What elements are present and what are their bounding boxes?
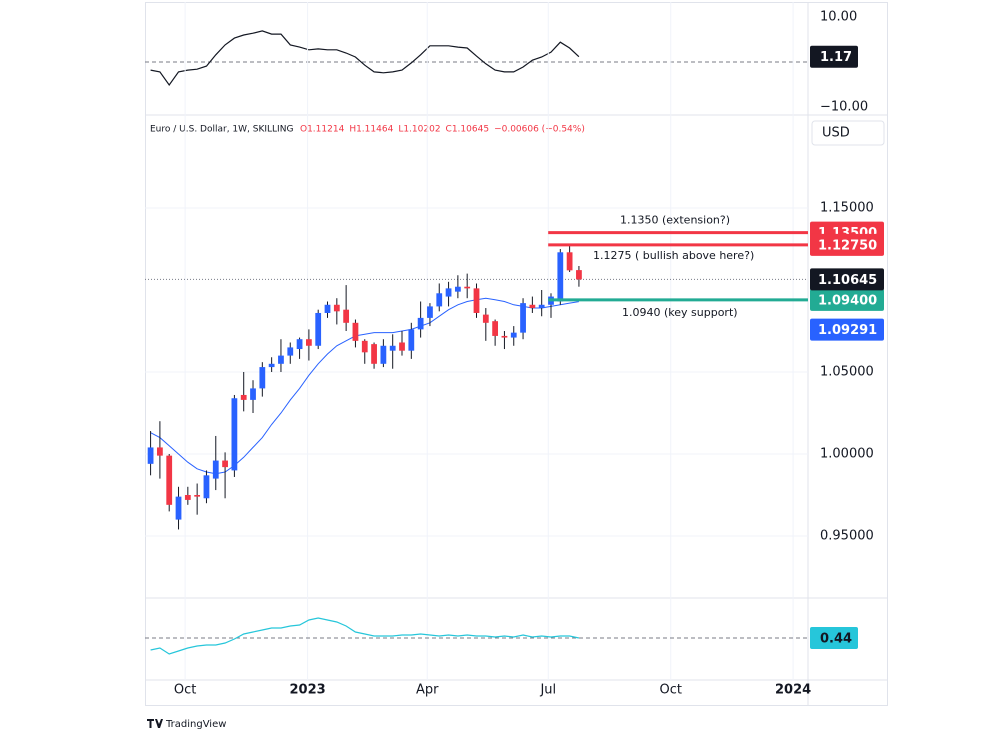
candle-body	[361, 340, 368, 353]
candle-body	[464, 286, 471, 289]
candle-body	[166, 455, 173, 505]
currency-box	[811, 120, 885, 146]
candle-body	[324, 304, 331, 313]
candle-body	[194, 494, 201, 497]
y-tick-label: 10.00	[820, 9, 857, 24]
frame	[145, 2, 888, 706]
candle-body	[371, 344, 377, 364]
candle-body	[510, 332, 517, 338]
x-tick-label: Jul	[539, 683, 556, 698]
candle-body	[203, 475, 210, 499]
candle-body	[436, 293, 443, 307]
last-price: 1.10645	[818, 273, 877, 288]
candle-body	[445, 288, 452, 297]
candle-body	[389, 345, 396, 351]
x-tick-label: Apr	[416, 683, 439, 698]
candle-body	[529, 304, 536, 309]
brand: TradingView	[165, 719, 226, 730]
moving-average	[150, 297, 579, 475]
candle-body	[454, 286, 461, 292]
candle-body	[557, 252, 564, 302]
last-value: 1.17	[820, 50, 852, 65]
candle-body	[278, 355, 284, 364]
symbol-title: Euro / U.S. Dollar, 1W, SKILLING	[150, 125, 293, 135]
candle-body	[240, 394, 247, 400]
candle-body	[147, 447, 154, 464]
candle-body	[287, 347, 294, 356]
candle-body	[380, 345, 387, 364]
candle-body	[222, 460, 228, 468]
candle-body	[576, 270, 582, 280]
candle-body	[333, 304, 340, 312]
level-price-box	[810, 288, 884, 311]
level-note: 1.1350 (extension?)	[620, 214, 730, 227]
currency: USD	[822, 126, 850, 141]
candle-body	[352, 322, 359, 341]
y-tick-label: 1.00000	[820, 447, 874, 462]
level-price: 1.09400	[818, 293, 877, 308]
candle-body	[343, 309, 350, 323]
candle-body	[184, 494, 191, 500]
ohlc-value: L1.10202	[398, 125, 440, 135]
candle-body	[501, 335, 508, 338]
level-price: 1.12750	[818, 238, 877, 253]
candle-body	[520, 303, 526, 333]
candle-body	[427, 306, 433, 318]
candle-body	[296, 339, 303, 350]
last-value-box	[810, 627, 858, 649]
candle-body	[268, 363, 275, 368]
candle-body	[315, 312, 322, 346]
candle-body	[566, 252, 573, 271]
ohlc-value: H1.11464	[349, 125, 393, 135]
x-tick-label: Oct	[660, 683, 682, 698]
x-tick-label: 2024	[775, 683, 811, 698]
level-note: 1.1275 ( bullish above here?)	[593, 249, 754, 262]
candle-body	[399, 342, 405, 351]
ohlc-value: −0.00606 (−0.54%)	[494, 125, 585, 135]
level-price-box	[810, 233, 884, 256]
last-price-box	[810, 268, 884, 291]
candle-body	[473, 288, 480, 313]
candle-body	[259, 367, 266, 389]
candle-body	[212, 460, 219, 479]
brand-logo	[147, 719, 163, 728]
y-tick-label: 1.05000	[820, 365, 874, 380]
ma-value: 1.09291	[818, 323, 877, 338]
candle-body	[306, 339, 312, 346]
candle-body	[538, 304, 545, 309]
indicator-line	[150, 617, 580, 655]
candle-body	[408, 329, 415, 351]
candle-body	[231, 398, 238, 471]
candle-body	[482, 314, 489, 323]
level-note: 1.0940 (key support)	[622, 306, 738, 319]
y-tick-label: 0.95000	[820, 528, 874, 543]
ohlc-value: C1.10645	[446, 125, 490, 135]
x-tick-label: Oct	[174, 683, 196, 698]
y-tick-label: 1.15000	[820, 201, 874, 216]
candle-body	[157, 447, 163, 456]
candle-body	[175, 496, 182, 520]
indicator-line	[150, 30, 580, 87]
last-value: 0.44	[820, 632, 852, 647]
x-tick-label: 2023	[289, 683, 325, 698]
last-value-box	[810, 45, 858, 68]
y-tick-label: −10.00	[820, 100, 868, 115]
ohlc-legend: O1.11214 H1.11464 L1.10202 C1.10645 −0.00606…	[300, 125, 585, 135]
candle-body	[250, 388, 256, 400]
candle-body	[492, 321, 499, 336]
ohlc-value: O1.11214	[300, 125, 345, 135]
candle-body	[417, 317, 424, 330]
ma-value-box	[810, 318, 884, 341]
